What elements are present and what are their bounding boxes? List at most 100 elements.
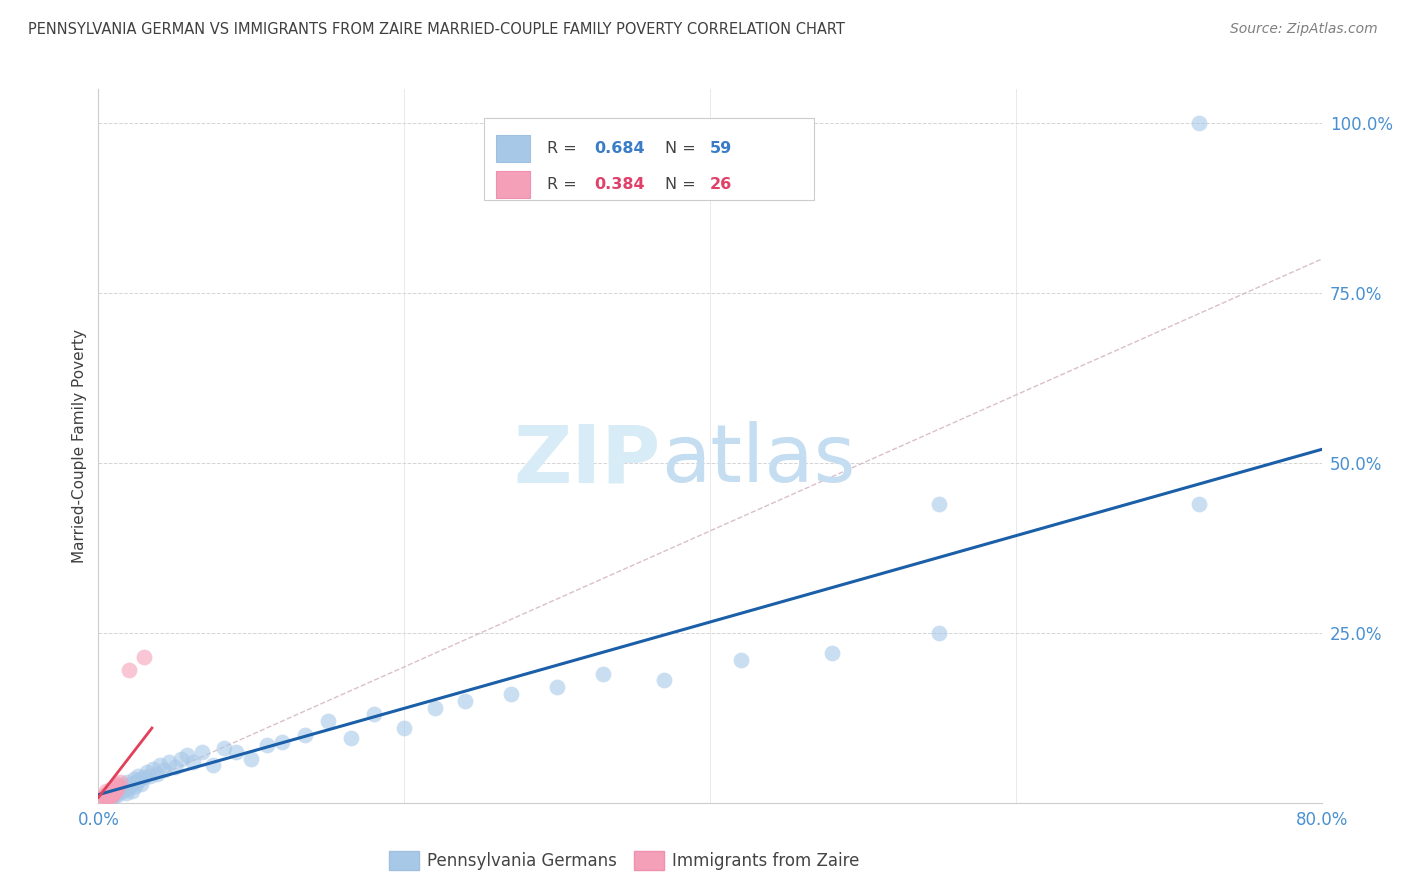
Point [142,762,165,776]
Point [153,763,176,777]
Point [454,694,477,708]
Point [363,707,385,722]
Point [546,680,568,694]
Point [107,779,129,793]
Point [107,782,129,797]
Text: 0.684: 0.684 [593,141,644,156]
Point [104,783,127,797]
FancyBboxPatch shape [496,135,530,161]
Point [108,785,131,799]
Point [202,758,225,772]
Point [97,789,120,803]
Point [1188,497,1211,511]
Point [129,777,152,791]
Point [339,731,361,746]
Point [928,626,950,640]
Point [163,760,186,774]
Point [652,673,675,688]
Point [100,789,122,803]
Point [93,788,115,802]
Point [100,790,122,805]
Point [91,790,114,805]
Point [134,770,156,784]
Point [157,755,180,769]
Legend: Pennsylvania Germans, Immigrants from Zaire: Pennsylvania Germans, Immigrants from Za… [382,844,866,877]
FancyBboxPatch shape [496,170,530,198]
Point [94,789,117,803]
Point [100,786,122,800]
Point [101,783,124,797]
Point [134,649,156,664]
Text: 26: 26 [710,177,733,192]
Text: N =: N = [665,141,700,156]
Point [118,780,141,795]
Text: R =: R = [547,177,582,192]
Point [181,755,204,769]
Point [821,646,844,660]
Point [100,782,122,797]
Point [105,788,128,802]
Point [93,789,115,803]
Point [105,782,128,797]
Point [104,779,127,793]
Point [103,786,125,800]
Point [270,734,292,748]
Point [1188,116,1211,130]
Text: N =: N = [665,177,700,192]
Point [120,777,142,791]
Point [294,728,316,742]
Point [392,721,416,735]
Point [501,687,523,701]
Point [98,790,121,805]
Point [94,788,117,802]
Point [110,780,132,795]
Point [94,783,117,797]
Point [125,775,148,789]
Point [118,663,141,677]
Point [98,785,121,799]
Point [105,777,128,791]
Text: R =: R = [547,141,582,156]
Point [145,767,167,781]
Point [111,783,134,797]
Point [256,738,278,752]
Point [101,788,124,802]
Point [127,769,149,783]
Point [136,765,159,780]
Point [115,786,138,800]
Point [191,745,214,759]
Point [240,751,263,765]
FancyBboxPatch shape [484,118,814,200]
Point [94,790,117,805]
Text: ZIP: ZIP [513,421,661,500]
Point [101,788,124,802]
Text: atlas: atlas [661,421,855,500]
Point [128,772,150,786]
Point [103,782,125,797]
Point [121,783,143,797]
Text: PENNSYLVANIA GERMAN VS IMMIGRANTS FROM ZAIRE MARRIED-COUPLE FAMILY POVERTY CORRE: PENNSYLVANIA GERMAN VS IMMIGRANTS FROM Z… [28,22,845,37]
Point [170,751,193,765]
Point [122,772,145,786]
Point [316,714,339,729]
Point [104,786,127,800]
Point [98,788,121,802]
Point [730,653,752,667]
Point [97,786,120,800]
Point [139,769,162,783]
Point [423,700,446,714]
Point [105,783,128,797]
Point [117,775,139,789]
Y-axis label: Married-Couple Family Poverty: Married-Couple Family Poverty [72,329,87,563]
Point [103,780,125,795]
Point [108,775,131,789]
Point [124,779,146,793]
Point [103,789,125,803]
Point [149,758,172,772]
Point [176,748,198,763]
Text: Source: ZipAtlas.com: Source: ZipAtlas.com [1230,22,1378,37]
Text: 59: 59 [710,141,733,156]
Point [212,741,235,756]
Point [592,666,614,681]
Point [225,745,247,759]
